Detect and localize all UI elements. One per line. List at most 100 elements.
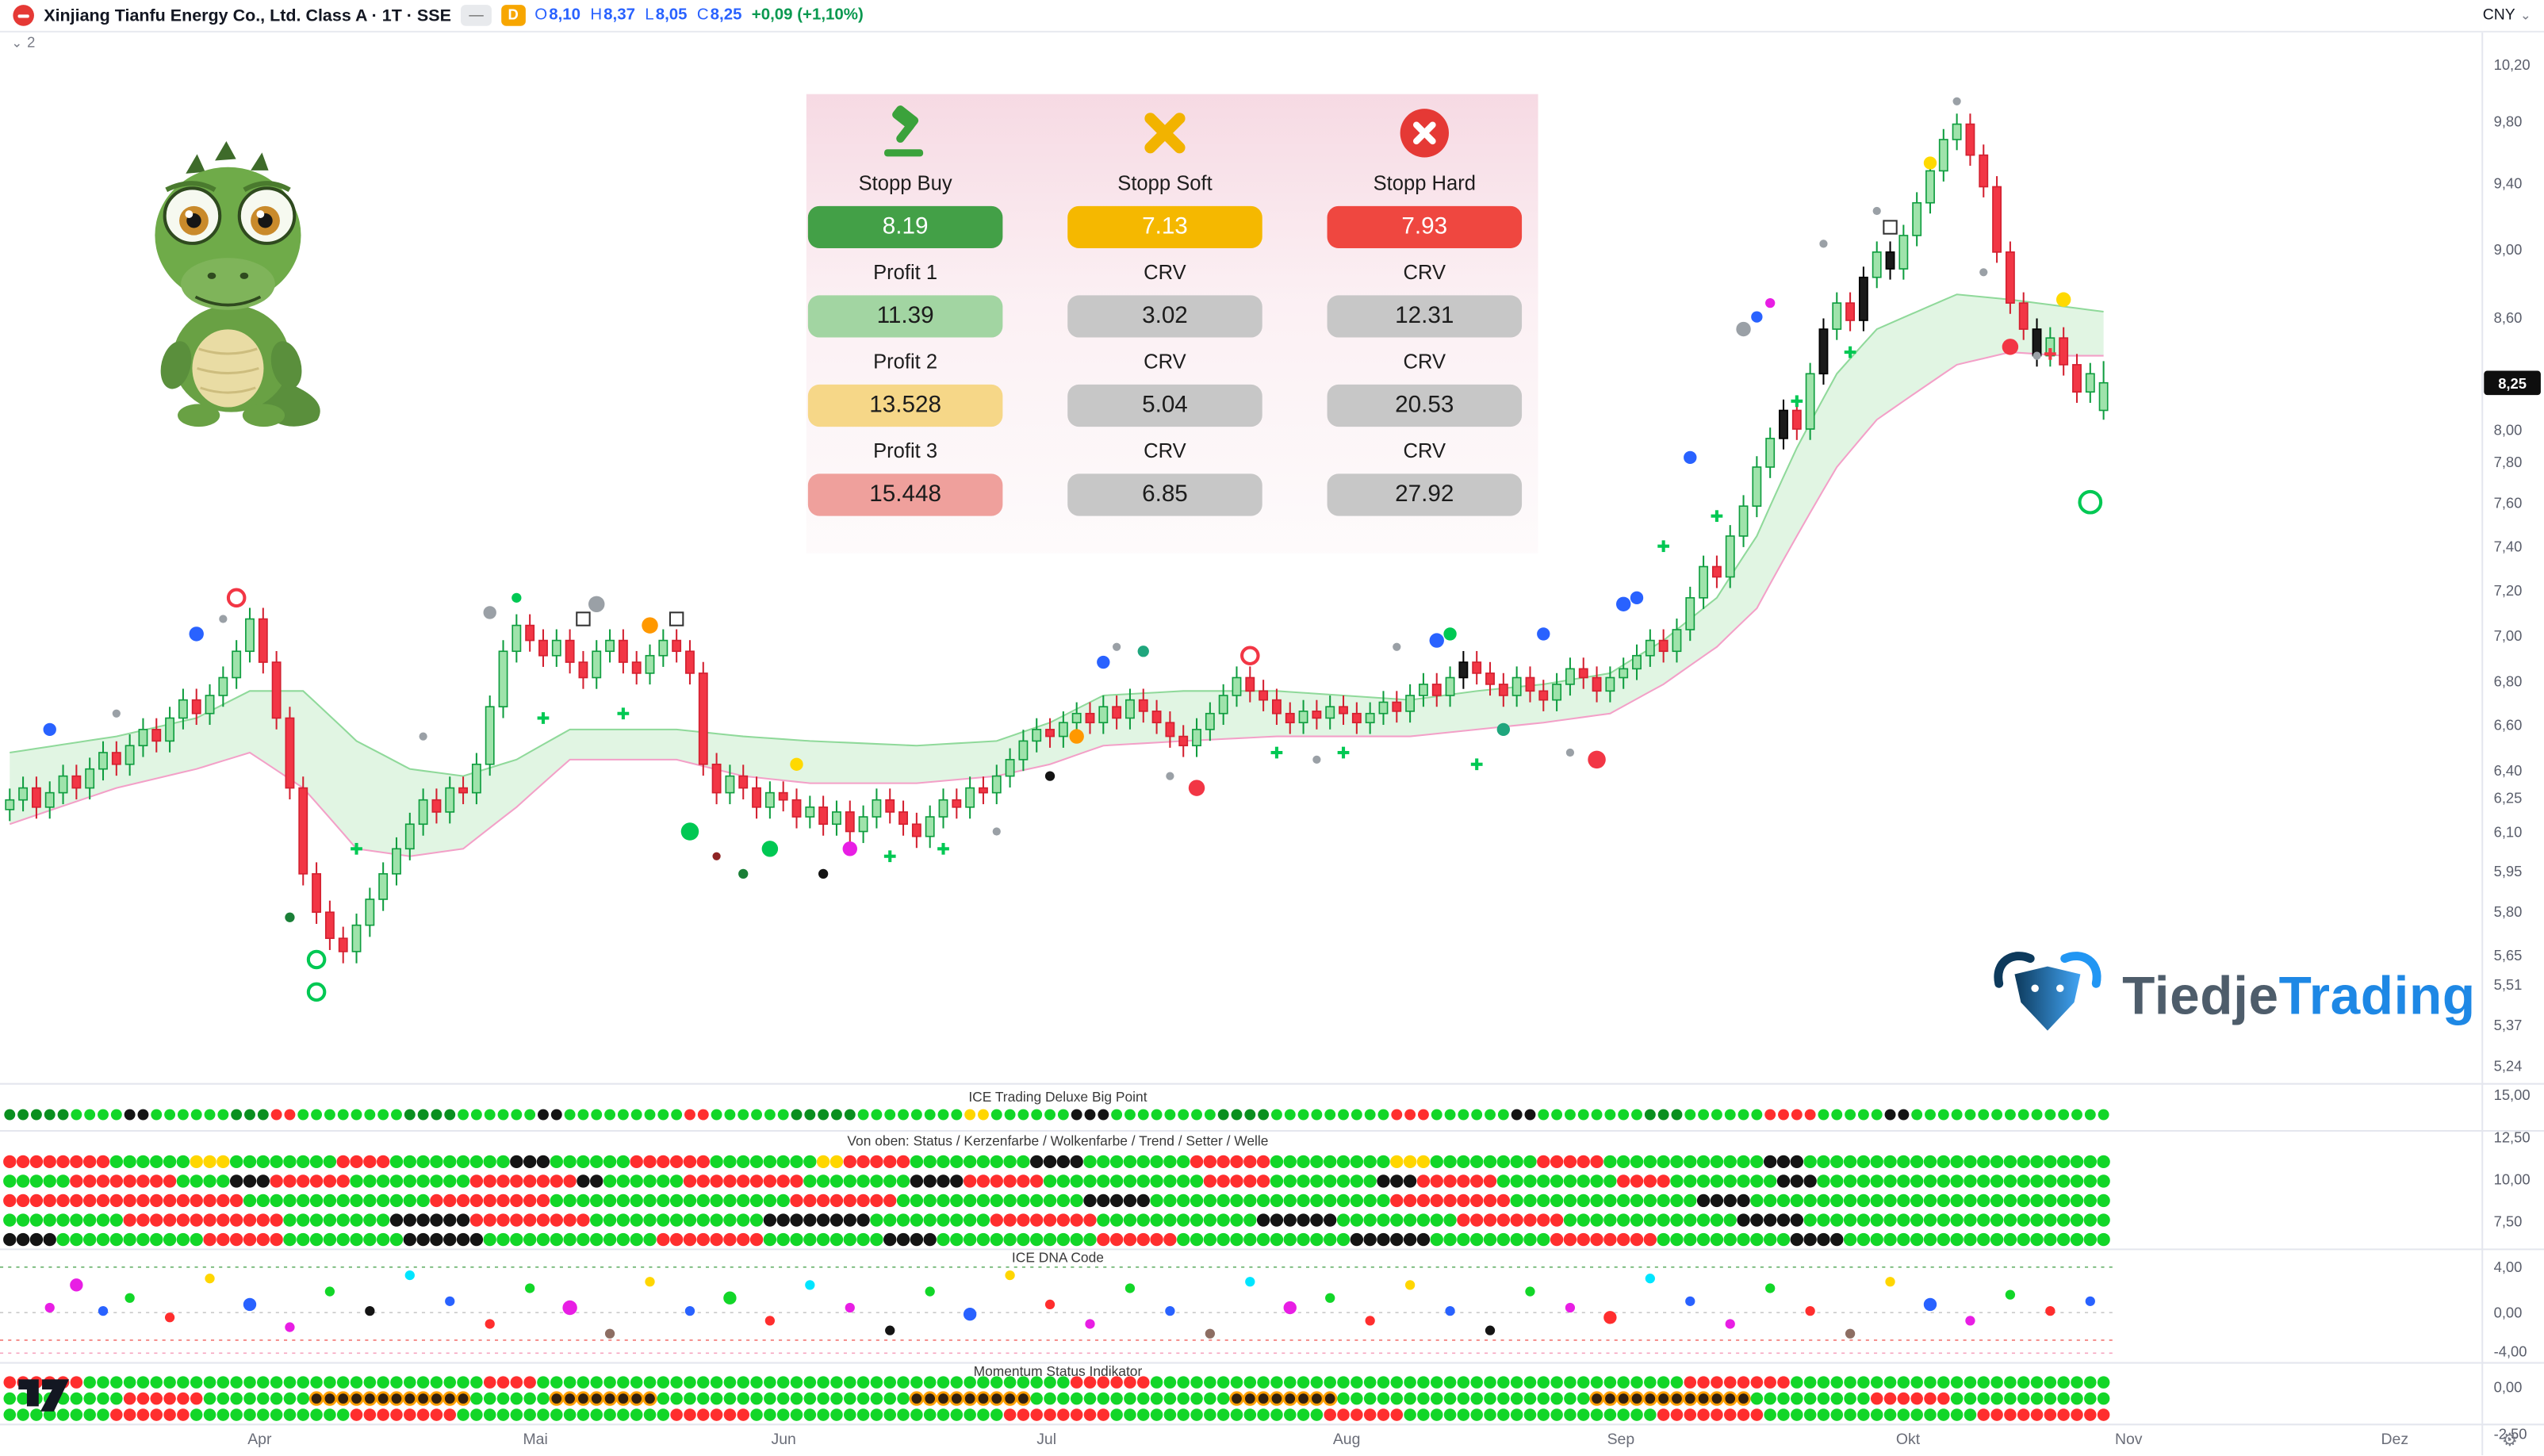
svg-text:Okt: Okt bbox=[1896, 1431, 1921, 1448]
signal-markers bbox=[43, 97, 2103, 1002]
svg-text:5,51: 5,51 bbox=[2494, 976, 2523, 993]
stopp-soft-label: Stopp Soft bbox=[1117, 171, 1213, 195]
profit1-value: 11.39 bbox=[807, 295, 1003, 338]
close-label: C bbox=[696, 6, 709, 25]
crv1-label: CRV bbox=[1144, 261, 1186, 285]
crv1-value: 3.02 bbox=[1067, 295, 1262, 338]
watermark-trading: Trading bbox=[2278, 964, 2476, 1025]
watermark-tiedje: Tiedje bbox=[2122, 964, 2279, 1025]
change-value: +0,09 (+1,10%) bbox=[751, 6, 864, 25]
svg-text:0,00: 0,00 bbox=[2494, 1378, 2523, 1395]
tradingview-logo[interactable] bbox=[16, 1371, 75, 1423]
crv6-value: 27.92 bbox=[1327, 473, 1523, 516]
profit1-label: Profit 1 bbox=[873, 261, 938, 285]
high-value: 8,37 bbox=[603, 6, 636, 25]
panel-title-big-point: ICE Trading Deluxe Big Point bbox=[968, 1088, 1147, 1105]
svg-text:Nov: Nov bbox=[2115, 1431, 2143, 1448]
svg-text:8,25: 8,25 bbox=[2498, 375, 2527, 392]
crv6-label: CRV bbox=[1403, 439, 1446, 463]
svg-text:Aug: Aug bbox=[1333, 1431, 1361, 1448]
svg-text:6,80: 6,80 bbox=[2494, 672, 2523, 689]
crv3-value: 6.85 bbox=[1067, 473, 1262, 516]
svg-text:6,10: 6,10 bbox=[2494, 824, 2523, 841]
chevron-down-icon: ⌄ bbox=[2519, 8, 2531, 23]
svg-text:0,00: 0,00 bbox=[2494, 1304, 2523, 1320]
x-circle-icon bbox=[1400, 107, 1450, 159]
panel-title-momentum: Momentum Status Indikator bbox=[973, 1362, 1143, 1380]
svg-text:12,50: 12,50 bbox=[2494, 1128, 2531, 1145]
svg-text:7,00: 7,00 bbox=[2494, 627, 2523, 644]
low-value: 8,05 bbox=[655, 6, 688, 25]
svg-text:15,00: 15,00 bbox=[2494, 1086, 2531, 1103]
high-label: H bbox=[590, 6, 603, 25]
svg-text:10,20: 10,20 bbox=[2494, 56, 2531, 73]
stopp-soft-column: Stopp Soft 7.13 CRV 3.02 CRV 5.04 CRV 6.… bbox=[1067, 94, 1262, 516]
interval-badge[interactable]: D bbox=[501, 5, 525, 26]
stopp-buy-label: Stopp Buy bbox=[858, 171, 952, 195]
toolbar: Xinjiang Tianfu Energy Co., Ltd. Class A… bbox=[0, 0, 2544, 33]
svg-text:-4,00: -4,00 bbox=[2494, 1343, 2527, 1359]
settings-gear-icon[interactable]: ⚙ bbox=[2501, 1431, 2519, 1451]
stopp-hard-value: 7.93 bbox=[1327, 205, 1523, 249]
indicators-collapse[interactable]: ⌄ 2 bbox=[11, 34, 35, 50]
candles bbox=[5, 113, 2109, 964]
svg-text:5,95: 5,95 bbox=[2494, 863, 2523, 879]
svg-text:7,20: 7,20 bbox=[2494, 582, 2523, 599]
svg-text:4,00: 4,00 bbox=[2494, 1259, 2523, 1275]
svg-text:7,50: 7,50 bbox=[2494, 1213, 2523, 1230]
stopp-buy-column: Stopp Buy 8.19 Profit 1 11.39 Profit 2 1… bbox=[807, 94, 1003, 516]
stopp-hard-column: Stopp Hard 7.93 CRV 12.31 CRV 20.53 CRV … bbox=[1327, 94, 1523, 516]
svg-text:8,60: 8,60 bbox=[2494, 309, 2523, 326]
svg-text:Jun: Jun bbox=[772, 1431, 796, 1448]
gavel-icon bbox=[878, 105, 933, 159]
svg-text:Mai: Mai bbox=[523, 1431, 548, 1448]
svg-text:9,40: 9,40 bbox=[2494, 174, 2523, 191]
svg-text:Jul: Jul bbox=[1036, 1431, 1056, 1448]
symbol-logo-icon bbox=[13, 5, 34, 26]
profit3-label: Profit 3 bbox=[873, 439, 938, 463]
chevron-down-icon: ⌄ bbox=[11, 34, 23, 50]
svg-text:6,40: 6,40 bbox=[2494, 762, 2523, 779]
svg-text:5,65: 5,65 bbox=[2494, 947, 2523, 964]
profit3-value: 15.448 bbox=[807, 473, 1003, 516]
svg-text:-2,50: -2,50 bbox=[2494, 1426, 2527, 1443]
crv2-label: CRV bbox=[1144, 350, 1186, 374]
trade-levels-panel[interactable]: Stopp Buy 8.19 Profit 1 11.39 Profit 2 1… bbox=[806, 94, 1538, 554]
svg-text:7,80: 7,80 bbox=[2494, 454, 2523, 470]
tiedjetrading-logo: TiedjeTrading bbox=[1989, 949, 2475, 1040]
svg-text:Apr: Apr bbox=[247, 1431, 272, 1448]
bull-icon bbox=[1994, 952, 2101, 1031]
x-icon bbox=[1140, 107, 1189, 159]
svg-text:5,80: 5,80 bbox=[2494, 903, 2523, 920]
stopp-soft-value: 7.13 bbox=[1067, 205, 1262, 249]
panel-title-dna-code: ICE DNA Code bbox=[1011, 1249, 1104, 1266]
svg-text:9,00: 9,00 bbox=[2494, 241, 2523, 258]
crv3-label: CRV bbox=[1144, 439, 1186, 463]
svg-text:Sep: Sep bbox=[1607, 1431, 1635, 1448]
panel-title-von-oben: Von oben: Status / Kerzenfarbe / Wolkenf… bbox=[847, 1132, 1269, 1149]
open-label: O bbox=[534, 6, 548, 25]
symbol-title[interactable]: Xinjiang Tianfu Energy Co., Ltd. Class A… bbox=[44, 6, 451, 25]
currency-label: CNY bbox=[2482, 6, 2515, 25]
crv2-value: 5.04 bbox=[1067, 384, 1262, 427]
svg-text:9,80: 9,80 bbox=[2494, 113, 2523, 130]
crv4-label: CRV bbox=[1403, 261, 1446, 285]
dash-badge[interactable]: — bbox=[461, 5, 492, 26]
close-value: 8,25 bbox=[710, 6, 742, 25]
low-label: L bbox=[645, 6, 654, 25]
svg-text:8,00: 8,00 bbox=[2494, 421, 2523, 438]
crv5-value: 20.53 bbox=[1327, 384, 1523, 427]
currency-selector[interactable]: CNY ⌄ bbox=[2483, 6, 2531, 25]
svg-text:7,40: 7,40 bbox=[2494, 538, 2523, 555]
svg-text:6,60: 6,60 bbox=[2494, 717, 2523, 734]
crv4-value: 12.31 bbox=[1327, 295, 1523, 338]
crv5-label: CRV bbox=[1403, 350, 1446, 374]
svg-text:Dez: Dez bbox=[2381, 1431, 2409, 1448]
svg-text:10,00: 10,00 bbox=[2494, 1171, 2531, 1188]
svg-text:6,25: 6,25 bbox=[2494, 790, 2523, 807]
svg-text:5,37: 5,37 bbox=[2494, 1017, 2523, 1033]
mascot-image bbox=[117, 135, 352, 443]
